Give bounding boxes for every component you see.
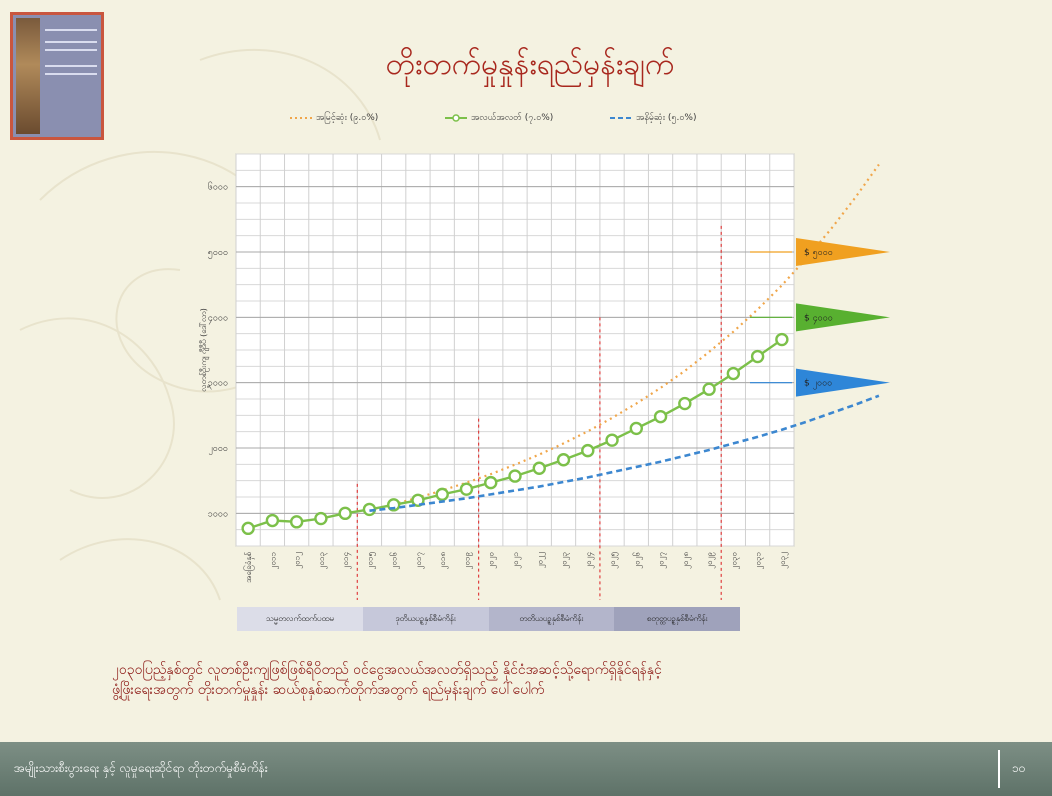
slide-description-line-2: ဖွံ့ဖြိုးရေးအတွက် တိုးတက်မှုနှုန်း ဆယ်စု… bbox=[112, 682, 545, 698]
y-tick-label: ၃၀၀၀ bbox=[208, 379, 228, 390]
series-low-line bbox=[369, 394, 880, 513]
series-mid-point bbox=[726, 366, 741, 381]
cover-photo bbox=[16, 18, 40, 134]
slide-description: ၂၀၃၀ပြည့်နှစ်တွင် လူတစ်ဦးကျဖြစ်ဖြစ်ရီဝိတ… bbox=[112, 660, 932, 700]
series-mid-point bbox=[484, 475, 498, 490]
series-mid-point bbox=[702, 382, 716, 396]
series-mid-point bbox=[435, 487, 449, 502]
legend-label-low: အနိမ့်ဆုံး (၅.၀%) bbox=[636, 113, 697, 123]
x-tick-label: ၂၀၂၄ bbox=[584, 552, 595, 569]
series-mid-point bbox=[532, 461, 546, 475]
legend-swatch-mid bbox=[445, 113, 467, 122]
x-tick-label: ၂၀၁၈ bbox=[438, 552, 449, 570]
x-tick-label: ၂၀၂၂ bbox=[535, 552, 546, 568]
cover-thumbnail bbox=[10, 12, 104, 140]
x-tick-label: ၂၀၃၁ bbox=[754, 552, 765, 569]
series-mid-point bbox=[508, 469, 522, 483]
chart-legend: အမြင့်ဆုံး (၉.၀%) အလယ်အလတ် (၇.၀%) အနိမ့်… bbox=[270, 112, 750, 130]
series-mid-point bbox=[629, 421, 644, 436]
legend-item-high: အမြင့်ဆုံး (၉.၀%) bbox=[290, 112, 378, 125]
legend-swatch-high bbox=[290, 116, 312, 119]
x-tick-label: ၂၀၂၇ bbox=[657, 552, 668, 569]
cover-text-line bbox=[45, 29, 97, 31]
y-axis-label: လူတစ်ဦးကျ ဂျီဒီပီ (ဒေါ်လာ) bbox=[198, 308, 210, 392]
x-tick-label: ၂၀၁၉ bbox=[462, 552, 473, 569]
x-tick-label: ၂၀၂၈ bbox=[681, 552, 692, 569]
x-tick-label: ၂၀၃၀ bbox=[729, 552, 740, 569]
series-mid-point bbox=[605, 433, 619, 447]
series-mid-point bbox=[678, 396, 692, 411]
target-arrow-label: $ ၂၀၀၀ bbox=[804, 379, 832, 390]
x-tick-label: ၂၀၁၆ bbox=[389, 552, 401, 569]
y-tick-label: ၁၀၀၀ bbox=[208, 509, 228, 519]
series-mid-point bbox=[241, 521, 255, 536]
x-tick-label: အခြေခံနှစ် bbox=[243, 552, 255, 583]
target-arrow bbox=[796, 368, 890, 397]
cover-text-line bbox=[45, 49, 97, 51]
footer-divider bbox=[998, 750, 1000, 788]
x-tick-label: ၂၀၁၄ bbox=[341, 552, 352, 569]
x-tick-label: ၂၀၁၂ bbox=[293, 552, 304, 569]
x-tick-label: ၂၀၁၅ bbox=[365, 552, 376, 569]
y-tick-label: ၂၀၀၀ bbox=[208, 444, 228, 455]
x-tick-label: ၂၀၃၂ bbox=[778, 552, 789, 569]
series-mid-point bbox=[314, 511, 328, 526]
slide-title: တိုးတက်မှုနှုန်းရည်မှန်းချက် bbox=[385, 47, 675, 82]
legend-label-mid: အလယ်အလတ် (၇.၀%) bbox=[471, 113, 554, 123]
y-tick-label: ၅၀၀၀ bbox=[208, 248, 228, 259]
series-mid-point bbox=[581, 443, 595, 458]
footer-title: အမျိုးသားစီးပွားရေး နှင့် လူမှုရေးဆိုင်ရ… bbox=[14, 761, 268, 775]
legend-item-mid: အလယ်အလတ် (၇.၀%) bbox=[445, 112, 553, 125]
target-arrow bbox=[796, 238, 890, 266]
series-mid-point bbox=[556, 453, 571, 467]
series-mid-point bbox=[653, 409, 668, 424]
target-arrow bbox=[796, 303, 890, 332]
x-tick-label: ၂၀၂၉ bbox=[705, 552, 716, 569]
x-tick-label: ၂၀၂၆ bbox=[631, 552, 643, 569]
plan-phase-label: ဒုတိယပဉ္စနှစ်စီမံကိန်း bbox=[362, 607, 489, 631]
series-mid-point bbox=[265, 513, 280, 528]
y-tick-label: ၆၀၀၀ bbox=[208, 182, 228, 193]
legend-label-high: အမြင့်ဆုံး (၉.၀%) bbox=[316, 113, 379, 123]
cover-text-line bbox=[45, 65, 97, 67]
series-mid-point bbox=[338, 506, 352, 521]
series-mid-point bbox=[459, 482, 474, 496]
cover-text-line bbox=[45, 73, 97, 75]
footer-bar: အမျိုးသားစီးပွားရေး နှင့် လူမှုရေးဆိုင်ရ… bbox=[0, 742, 1052, 796]
series-mid-point bbox=[750, 349, 765, 364]
x-tick-label: ၂၀၁၃ bbox=[317, 552, 328, 569]
page-number: ၁၀ bbox=[1012, 761, 1026, 775]
x-tick-label: ၂၀၂၀ bbox=[487, 552, 498, 569]
x-tick-label: ၂၀၂၃ bbox=[560, 552, 571, 569]
plan-phase-label: စတုတ္ထပဉ္စနှစ်စီမံကိန်း bbox=[614, 607, 740, 631]
y-tick-label: ၄၀၀၀ bbox=[208, 313, 228, 324]
slide-description-line-1: ၂၀၃၀ပြည့်နှစ်တွင် လူတစ်ဦးကျဖြစ်ဖြစ်ရီဝိတ… bbox=[112, 662, 662, 678]
legend-item-low: အနိမ့်ဆုံး (၅.၀%) bbox=[610, 112, 696, 125]
series-mid-point bbox=[775, 332, 789, 347]
plan-phase-bar: သမ္မတလက်ထက်ပထမ ဒုတိယပဉ္စနှစ်စီမံကိန်း တတိယ… bbox=[237, 607, 740, 631]
x-tick-label: ၂၀၁၇ bbox=[414, 552, 425, 569]
plan-phase-label: တတိယပဉ္စနှစ်စီမံကိန်း bbox=[488, 607, 615, 631]
plan-phase-label: သမ္မတလက်ထက်ပထမ bbox=[237, 607, 363, 631]
legend-swatch-low bbox=[610, 116, 632, 119]
series-mid-point bbox=[411, 493, 425, 507]
target-arrow-label: $ ၅၀၀၀ bbox=[804, 248, 833, 259]
x-tick-label: ၂၀၁၁ bbox=[268, 552, 279, 569]
cover-text-line bbox=[45, 41, 97, 43]
target-arrow-label: $ ၄၀၀၀ bbox=[804, 313, 833, 324]
x-tick-label: ၂၀၂၁ bbox=[511, 552, 522, 569]
x-tick-label: ၂၀၂၅ bbox=[608, 552, 619, 569]
series-mid-point bbox=[289, 515, 304, 529]
